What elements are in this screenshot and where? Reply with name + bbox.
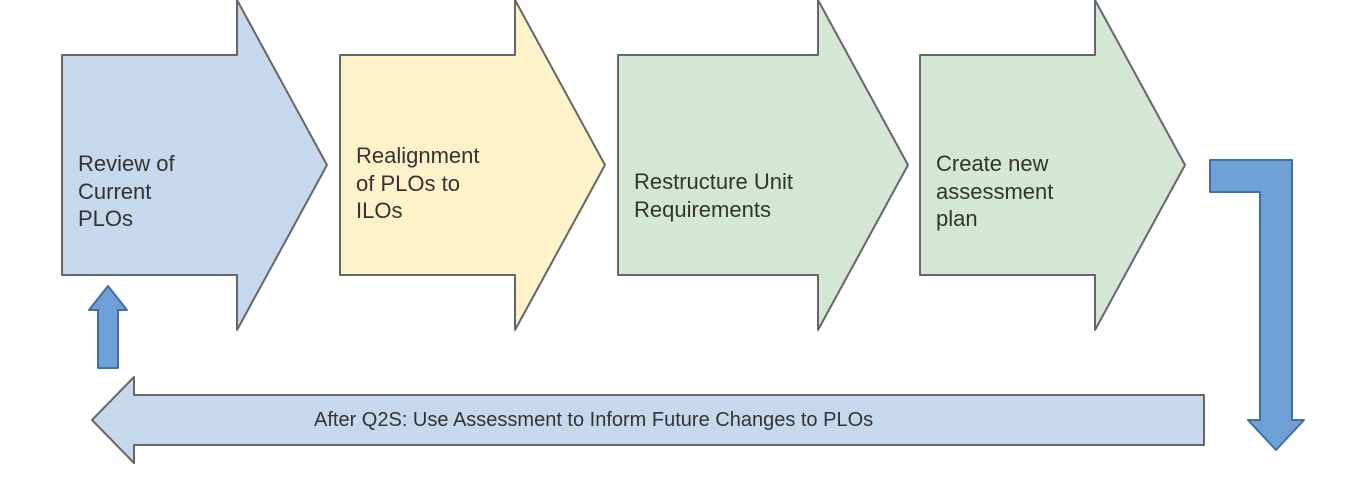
step-arrow-3	[618, 0, 908, 330]
step-label-3: Restructure UnitRequirements	[634, 168, 824, 223]
step-label-4: Create newassessmentplan	[936, 150, 1096, 233]
connector-down-right	[1210, 160, 1304, 450]
step-label-2: Realignmentof PLOs toILOs	[356, 142, 516, 225]
connector-up-left	[89, 286, 127, 368]
step-label-1: Review ofCurrentPLOs	[78, 150, 228, 233]
feedback-label: After Q2S: Use Assessment to Inform Futu…	[314, 408, 873, 433]
diagram-canvas: Review ofCurrentPLOs Realignmentof PLOs t…	[0, 0, 1356, 504]
